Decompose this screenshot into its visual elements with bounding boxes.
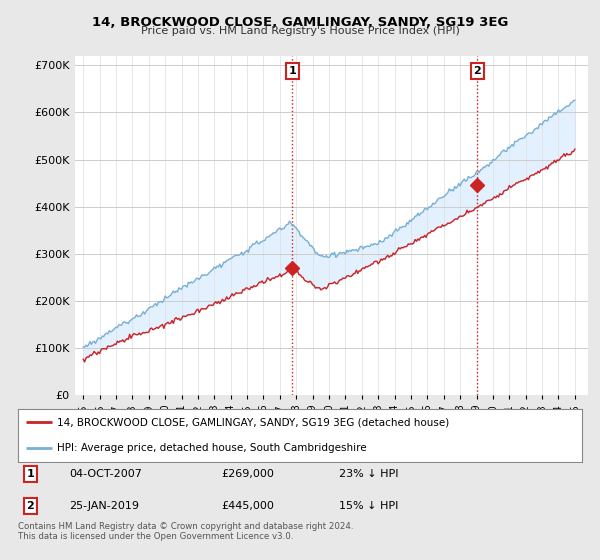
Text: 2: 2 — [473, 66, 481, 76]
Text: 25-JAN-2019: 25-JAN-2019 — [69, 501, 139, 511]
Text: 15% ↓ HPI: 15% ↓ HPI — [340, 501, 399, 511]
Text: £269,000: £269,000 — [221, 469, 274, 479]
Text: 14, BROCKWOOD CLOSE, GAMLINGAY, SANDY, SG19 3EG (detached house): 14, BROCKWOOD CLOSE, GAMLINGAY, SANDY, S… — [58, 417, 450, 427]
Text: 1: 1 — [26, 469, 34, 479]
Text: 2: 2 — [26, 501, 34, 511]
Text: Contains HM Land Registry data © Crown copyright and database right 2024.
This d: Contains HM Land Registry data © Crown c… — [18, 522, 353, 542]
Text: £445,000: £445,000 — [221, 501, 274, 511]
Text: 1: 1 — [288, 66, 296, 76]
Text: 04-OCT-2007: 04-OCT-2007 — [69, 469, 142, 479]
Text: HPI: Average price, detached house, South Cambridgeshire: HPI: Average price, detached house, Sout… — [58, 442, 367, 452]
Text: 23% ↓ HPI: 23% ↓ HPI — [340, 469, 399, 479]
Text: Price paid vs. HM Land Registry's House Price Index (HPI): Price paid vs. HM Land Registry's House … — [140, 26, 460, 36]
Text: 14, BROCKWOOD CLOSE, GAMLINGAY, SANDY, SG19 3EG: 14, BROCKWOOD CLOSE, GAMLINGAY, SANDY, S… — [92, 16, 508, 29]
